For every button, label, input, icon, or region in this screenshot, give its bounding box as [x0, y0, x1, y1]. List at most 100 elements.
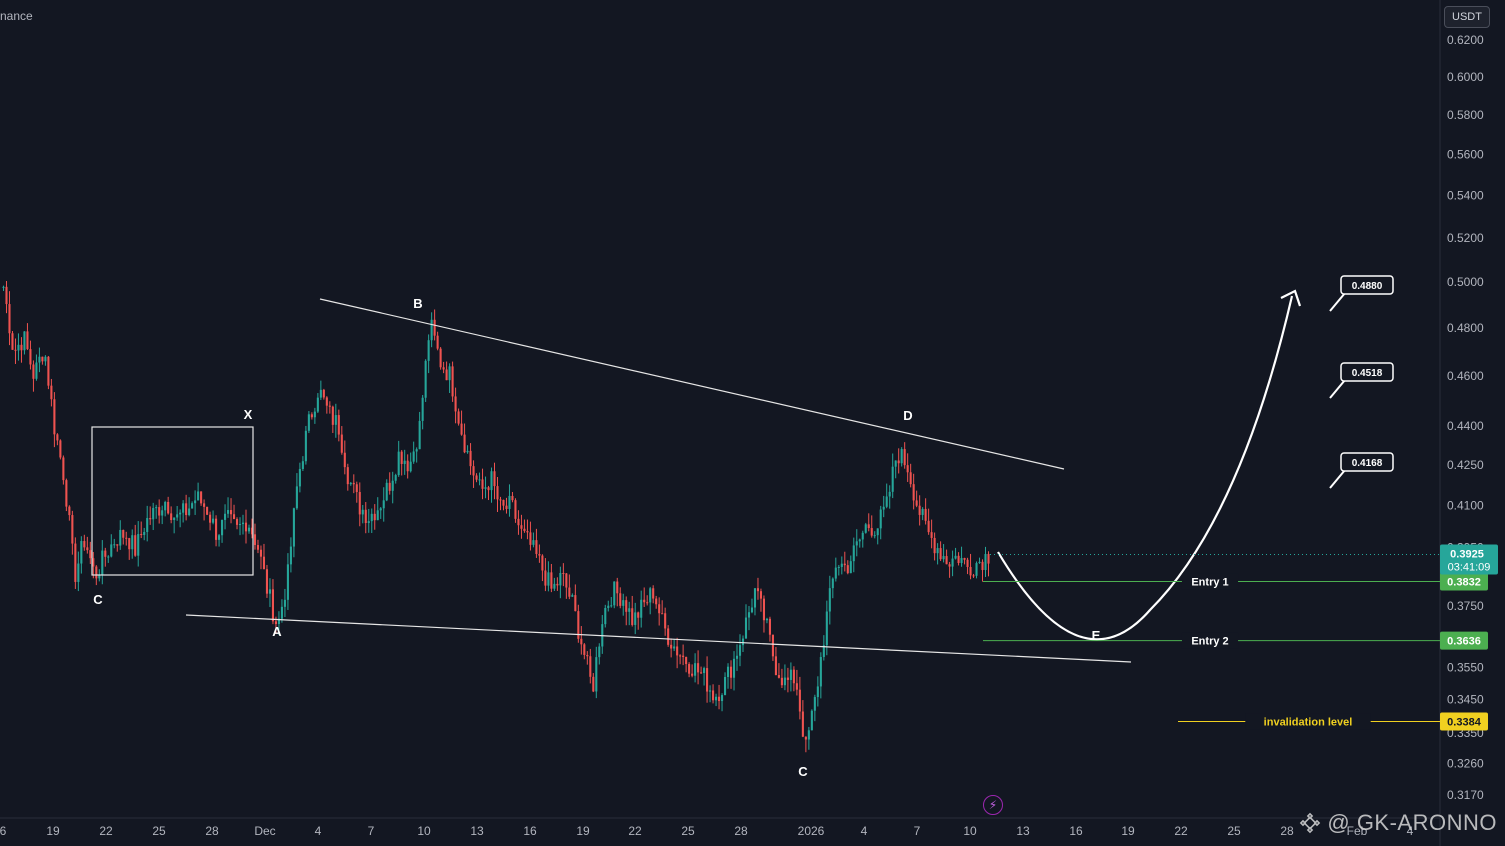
x-tick-label: 28: [205, 824, 219, 838]
candle-body: [661, 613, 664, 615]
candle-body: [544, 570, 547, 586]
candle-body: [619, 593, 622, 606]
candle-body: [837, 566, 840, 568]
candle-body: [176, 514, 179, 518]
candle-body: [200, 491, 203, 504]
candle-body: [379, 508, 382, 511]
candle-body: [298, 468, 301, 487]
candle-body: [493, 471, 496, 487]
consolidation-box: [91, 426, 254, 576]
candle-body: [574, 595, 577, 612]
candle-body: [340, 434, 343, 453]
x-tick-label: 19: [46, 824, 60, 838]
candle-body: [855, 541, 858, 546]
candle-body: [834, 567, 837, 579]
candle-body: [262, 556, 266, 570]
candle-body: [894, 460, 897, 467]
candle-body: [948, 564, 951, 567]
candle-body: [595, 657, 598, 692]
candle-body: [182, 503, 185, 513]
lower-trendline: [185, 614, 1132, 663]
candle-body: [744, 617, 748, 639]
candle-body: [972, 575, 975, 577]
candle-body: [143, 531, 146, 535]
level-entry: Entry 1 0.3832: [983, 572, 1488, 591]
candle-body: [92, 558, 95, 567]
x-tick-label: 28: [1280, 824, 1294, 838]
candle-body: [981, 561, 984, 571]
candle-body: [541, 555, 544, 571]
candle-body: [128, 538, 131, 550]
candle-body: [149, 518, 152, 520]
flash-icon[interactable]: ⚡: [983, 795, 1003, 815]
candle-body: [403, 460, 406, 464]
candle-body: [487, 487, 490, 491]
candle-body: [975, 563, 978, 576]
candle-body: [768, 618, 771, 635]
candle-body: [556, 583, 559, 586]
candle-body: [41, 356, 44, 362]
candle-body: [277, 618, 280, 625]
candle-body: [406, 460, 409, 472]
candle-body: [373, 513, 376, 521]
candle-body: [774, 656, 777, 676]
candle-body: [870, 528, 873, 536]
candle-body: [439, 348, 442, 368]
candle-body: [352, 482, 355, 485]
candle-body: [442, 367, 445, 370]
target-box: [1340, 362, 1394, 382]
candle-body: [179, 512, 182, 515]
candle-body: [131, 535, 134, 550]
candle-body: [203, 503, 206, 507]
candle-body: [86, 547, 89, 551]
x-tick-label: 13: [470, 824, 484, 838]
candle-body: [212, 518, 215, 523]
candle-body: [933, 537, 936, 554]
candle-body: [679, 655, 682, 657]
candle-body: [23, 331, 26, 351]
candle-body: [732, 658, 736, 678]
candle-body: [98, 574, 101, 579]
y-tick-label: 0.4800: [1447, 321, 1484, 335]
level-price-tag: [1440, 712, 1488, 731]
candle-body: [101, 550, 104, 575]
x-tick-label: 28: [734, 824, 748, 838]
candle-body: [786, 677, 789, 680]
candle-body: [562, 572, 565, 574]
x-tick-label: 25: [681, 824, 695, 838]
candle-body: [921, 508, 924, 515]
candle-body: [382, 500, 385, 509]
candle-body: [224, 513, 227, 520]
level-price-tag: [1440, 572, 1488, 591]
candle-body: [95, 566, 98, 579]
x-tick-label: 16: [523, 824, 537, 838]
candle-body: [313, 411, 316, 418]
candle-body: [613, 581, 616, 606]
candle-body: [682, 655, 685, 657]
candle-body: [750, 607, 754, 613]
candle-body: [505, 505, 508, 509]
candle-body: [741, 638, 745, 646]
candle-body: [655, 598, 658, 605]
candle-body: [173, 517, 176, 521]
x-tick-label: 10: [417, 824, 431, 838]
candle-body: [433, 319, 436, 336]
candle-body: [140, 534, 143, 536]
level-label: Entry 2: [1191, 636, 1228, 648]
candle-body: [38, 356, 41, 363]
countdown-text: 03:41:09: [1448, 562, 1491, 574]
candle-body: [334, 415, 337, 425]
candle-body: [715, 696, 718, 701]
candle-body: [355, 484, 358, 493]
candle-body: [831, 578, 834, 589]
candle-body: [586, 654, 589, 657]
x-tick-label: 19: [576, 824, 590, 838]
currency-selector[interactable]: USDT: [1444, 6, 1490, 28]
candle-body: [577, 611, 580, 639]
candle-body: [634, 612, 637, 625]
y-tick-label: 0.3550: [1447, 661, 1484, 675]
candle-body: [161, 510, 164, 516]
candle-body: [466, 450, 469, 453]
